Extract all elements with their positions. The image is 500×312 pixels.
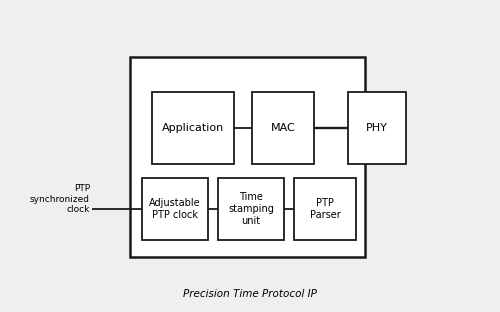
- Text: PTP
Parser: PTP Parser: [310, 198, 340, 220]
- Bar: [218, 178, 284, 240]
- Bar: [152, 92, 234, 164]
- Bar: [252, 92, 314, 164]
- Bar: [142, 178, 208, 240]
- Text: Adjustable
PTP clock: Adjustable PTP clock: [149, 198, 201, 220]
- Bar: [130, 57, 365, 257]
- Bar: [294, 178, 356, 240]
- Text: Application: Application: [162, 123, 224, 133]
- Bar: [348, 92, 406, 164]
- Text: Time
stamping
unit: Time stamping unit: [228, 193, 274, 226]
- Text: PHY: PHY: [366, 123, 388, 133]
- Text: PTP
synchronized
clock: PTP synchronized clock: [30, 184, 90, 214]
- Text: Precision Time Protocol IP: Precision Time Protocol IP: [183, 289, 317, 299]
- Text: MAC: MAC: [270, 123, 295, 133]
